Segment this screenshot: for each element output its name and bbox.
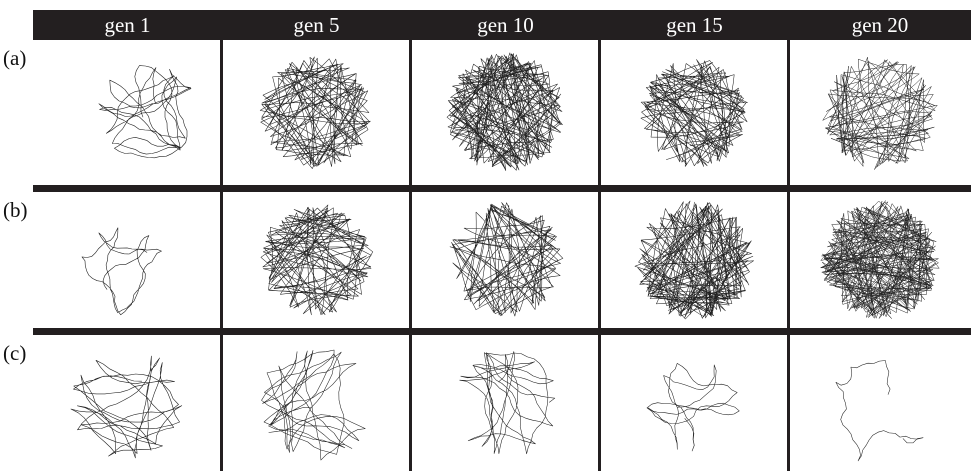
column-separator (787, 40, 790, 471)
column-header: gen 15 (666, 13, 723, 37)
column-header: gen 10 (477, 13, 534, 37)
column-header: gen 20 (852, 13, 909, 37)
row-separator (33, 185, 971, 192)
column-header: gen 5 (293, 13, 339, 37)
column-separator (598, 40, 601, 471)
column-separator (409, 40, 412, 471)
background (0, 0, 971, 471)
column-separator (220, 40, 223, 471)
figure: gen 1 gen 5 gen 10 gen 15 gen 20 (a) (b) (c) (0, 0, 971, 471)
row-label: (b) (3, 198, 28, 222)
column-header: gen 1 (104, 13, 150, 37)
row-label: (a) (3, 46, 26, 70)
row-separator (33, 328, 971, 335)
row-label: (c) (3, 341, 26, 365)
